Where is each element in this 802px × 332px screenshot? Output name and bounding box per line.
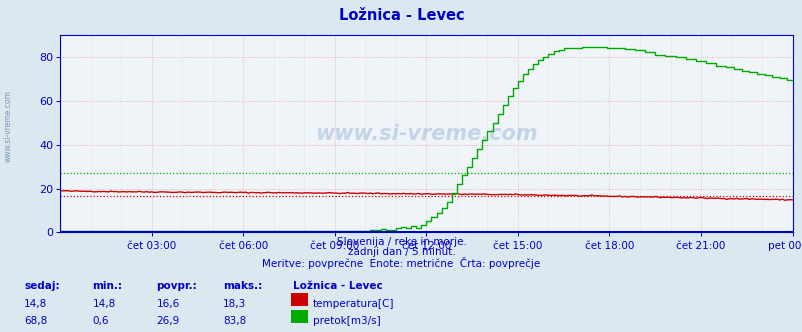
Text: temperatura[C]: temperatura[C] [313,299,394,309]
Text: 68,8: 68,8 [24,316,47,326]
Text: 26,9: 26,9 [156,316,180,326]
Text: 0,6: 0,6 [92,316,109,326]
Text: 83,8: 83,8 [223,316,246,326]
Text: zadnji dan / 5 minut.: zadnji dan / 5 minut. [347,247,455,257]
Text: www.si-vreme.com: www.si-vreme.com [3,90,13,162]
Text: pretok[m3/s]: pretok[m3/s] [313,316,380,326]
Text: 18,3: 18,3 [223,299,246,309]
Text: Slovenija / reke in morje.: Slovenija / reke in morje. [336,237,466,247]
Text: Meritve: povprečne  Enote: metrične  Črta: povprečje: Meritve: povprečne Enote: metrične Črta:… [262,257,540,269]
Text: maks.:: maks.: [223,281,262,290]
Text: www.si-vreme.com: www.si-vreme.com [314,124,537,144]
Text: min.:: min.: [92,281,122,290]
Text: 16,6: 16,6 [156,299,180,309]
Text: povpr.:: povpr.: [156,281,197,290]
Text: sedaj:: sedaj: [24,281,59,290]
Text: 14,8: 14,8 [24,299,47,309]
Text: 14,8: 14,8 [92,299,115,309]
Text: Ložnica - Levec: Ložnica - Levec [293,281,383,290]
Text: Ložnica - Levec: Ložnica - Levec [338,8,464,23]
